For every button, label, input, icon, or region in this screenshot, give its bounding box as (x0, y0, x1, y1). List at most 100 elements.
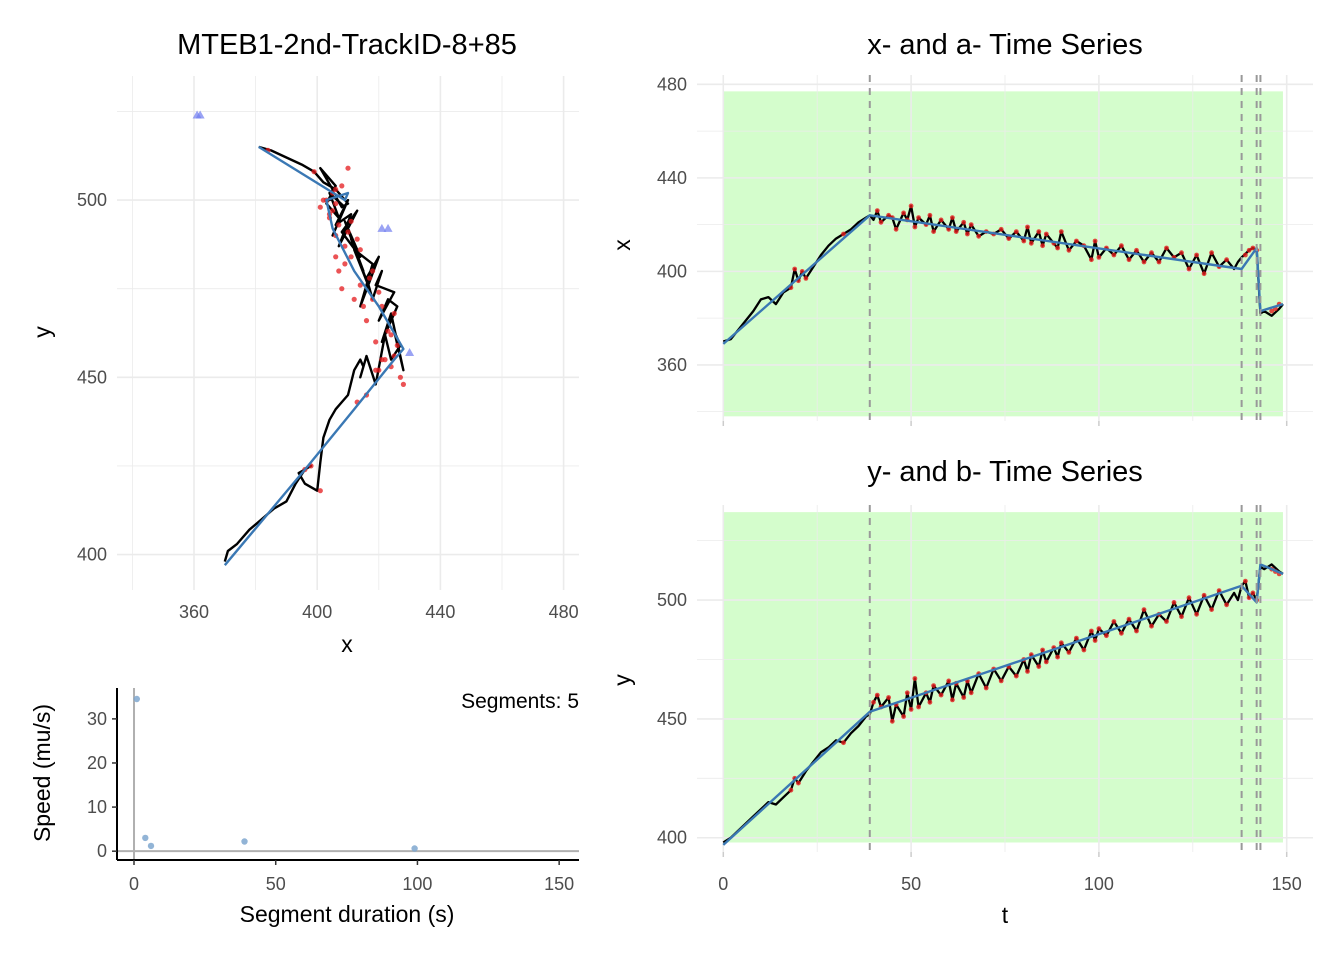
y-series-x-tick-label: 150 (1272, 874, 1302, 894)
x-series-observed-point (1092, 238, 1098, 244)
trajectory-x-tick-label: 440 (425, 602, 455, 622)
y-series-observed-point (1043, 659, 1049, 665)
y-series-observed-point (841, 740, 846, 746)
y-series-observed-point (1025, 669, 1030, 674)
y-series-observed-point (1058, 640, 1064, 646)
x-series-grid (697, 75, 1313, 426)
x-series-observed-point (1074, 238, 1079, 244)
speed-y-axis-label: Speed (mu/s) (29, 704, 55, 842)
x-series-observed-point (1134, 247, 1139, 253)
observed-point (345, 165, 351, 171)
speed-x-tick-label: 100 (402, 874, 432, 894)
y-series-observed-point (927, 699, 933, 705)
y-series-x-tick-label: 0 (718, 874, 728, 894)
y-series-observed-point (1209, 607, 1214, 612)
y-series-observed-point (1134, 628, 1139, 634)
x-series-observed-point (1209, 250, 1214, 256)
y-series-observed-point (912, 676, 918, 681)
x-series-observed-point (912, 224, 918, 230)
observed-point (342, 261, 348, 267)
segment-marker-triangle (195, 110, 205, 119)
y-series-observed-point (889, 718, 895, 724)
x-series-observed-point (965, 231, 970, 237)
y-series-observed-point (1126, 616, 1132, 622)
observed-point (388, 332, 394, 338)
y-series-y-axis-label: y (609, 674, 635, 686)
x-series-observed-point (1021, 238, 1027, 244)
y-series-observed-point (1224, 602, 1229, 608)
x-series-y-tick-label: 440 (657, 168, 687, 188)
y-series-observed-point (1089, 628, 1094, 634)
observed-point (357, 247, 363, 253)
y-series-observed-point (1201, 592, 1207, 598)
observed-point (339, 286, 345, 292)
speed-x-tick-label: 150 (544, 874, 574, 894)
observed-point (330, 208, 336, 214)
x-series-observed-point (1089, 257, 1094, 263)
speed-point (241, 838, 248, 845)
x-series-observed-point (976, 233, 982, 239)
y-series-x-tick-label: 100 (1084, 874, 1114, 894)
y-series-y-tick-label: 500 (657, 590, 687, 610)
y-series-title: y- and b- Time Series (867, 456, 1143, 488)
trajectory-y-tick-label: 500 (77, 190, 107, 210)
x-series-observed-point (908, 203, 914, 209)
trajectory-x-tick-label: 480 (549, 602, 579, 622)
speed-point (133, 695, 140, 703)
y-series-observed-point (1055, 654, 1060, 660)
x-series-panel: x- and a- Time Series 360 400 440 480 x (609, 29, 1313, 426)
x-series-observed-point (946, 226, 952, 232)
observed-point (345, 229, 351, 235)
x-series-observed-point (792, 266, 798, 272)
trajectory-y-tick-label: 450 (77, 367, 107, 387)
x-series-y-axis-label: x (609, 239, 635, 251)
y-series-observed-point (1164, 619, 1169, 624)
y-series-observed-point (983, 685, 989, 691)
speed-y-tick-label: 30 (87, 709, 107, 729)
x-series-observed-point (893, 226, 899, 232)
trajectory-y-axis-label: y (29, 326, 55, 338)
trajectory-x-tick-label: 400 (302, 602, 332, 622)
x-series-observed-point (1055, 245, 1060, 251)
x-series-observed-point (1156, 259, 1162, 265)
y-series-observed-point (901, 714, 906, 719)
observed-point (400, 381, 406, 387)
y-series-observed-point (1186, 595, 1192, 601)
y-series-observed-point (916, 704, 921, 710)
segment-marker-triangle (405, 347, 415, 356)
observed-point (317, 488, 323, 494)
speed-point (142, 834, 149, 842)
x-series-observed-point (1126, 257, 1132, 263)
y-series-observed-point (1066, 650, 1072, 655)
x-series-observed-point (1096, 255, 1102, 260)
y-series-y-tick-label: 400 (657, 828, 687, 848)
y-series-observed-point (1074, 635, 1079, 641)
x-series-observed-point (878, 219, 884, 225)
y-series-observed-point (908, 707, 914, 712)
observed-point (394, 342, 400, 348)
x-series-title: x- and a- Time Series (867, 29, 1143, 61)
observed-point (379, 357, 385, 363)
x-series-observed-point (968, 222, 974, 228)
x-series-observed-point (916, 215, 921, 221)
y-series-marks (722, 505, 1284, 852)
x-series-observed-point (1013, 229, 1019, 235)
x-series-observed-point (1036, 229, 1042, 235)
y-series-observed-point (1104, 633, 1109, 639)
y-series-observed-point (1141, 607, 1147, 612)
x-series-observed-point (901, 210, 906, 216)
x-series-observed-point (1179, 250, 1184, 256)
x-series-observed-point (1141, 259, 1147, 265)
observed-point (360, 303, 366, 309)
x-series-observed-point (953, 229, 959, 235)
x-series-observed-point (1194, 252, 1199, 258)
x-series-observed-point (1269, 308, 1275, 314)
x-series-observed-point (1243, 252, 1248, 258)
y-series-observed-point (1036, 664, 1042, 669)
observed-point (333, 201, 339, 207)
y-series-observed-point (946, 678, 952, 684)
x-series-observed-point (1164, 245, 1169, 251)
speed-x-axis-label: Segment duration (s) (240, 901, 455, 927)
trajectory-x-tick-label: 360 (179, 602, 209, 622)
